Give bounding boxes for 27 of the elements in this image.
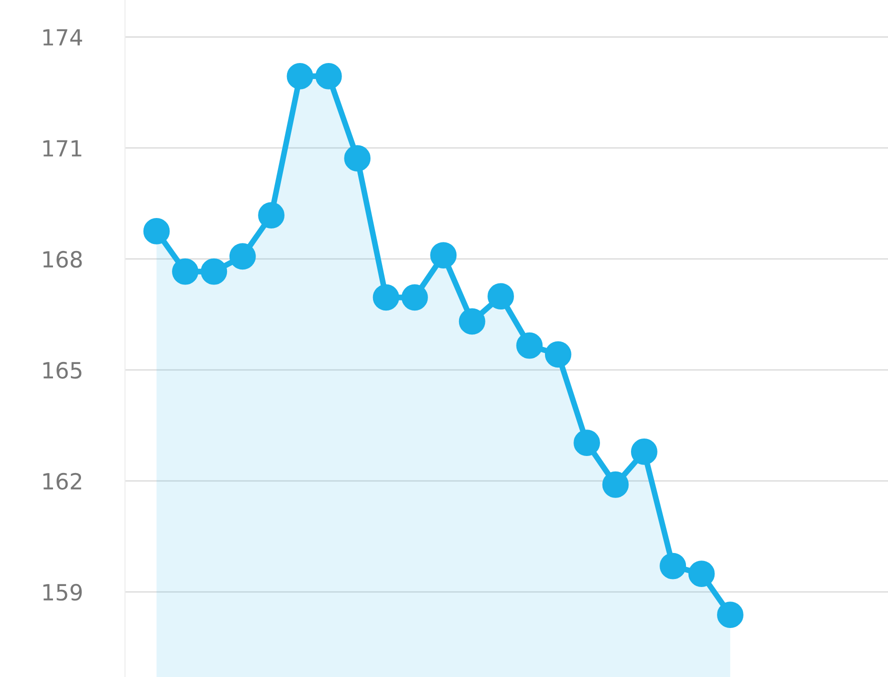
- point: [660, 552, 686, 580]
- point: [602, 471, 629, 498]
- y-tick-label: 162: [43, 472, 82, 490]
- point: [286, 63, 314, 90]
- point: [229, 243, 256, 270]
- point: [200, 258, 228, 285]
- point: [688, 560, 715, 587]
- point: [544, 341, 572, 368]
- y-tick-label: 165: [43, 362, 82, 379]
- point: [258, 202, 284, 229]
- y-tick-label: 174: [43, 29, 82, 46]
- point: [516, 332, 543, 359]
- point: [143, 218, 170, 244]
- point: [172, 258, 198, 285]
- point: [488, 283, 514, 310]
- y-tick-label: 159: [43, 584, 82, 601]
- point: [430, 242, 457, 268]
- point: [458, 308, 486, 335]
- point: [630, 438, 658, 465]
- point: [344, 145, 371, 172]
- point: [717, 602, 744, 628]
- point: [574, 430, 600, 456]
- y-tick-label: 168: [43, 250, 82, 268]
- y-tick-label: 171: [43, 140, 82, 156]
- point: [402, 284, 428, 311]
- point: [372, 284, 400, 311]
- point: [315, 63, 342, 90]
